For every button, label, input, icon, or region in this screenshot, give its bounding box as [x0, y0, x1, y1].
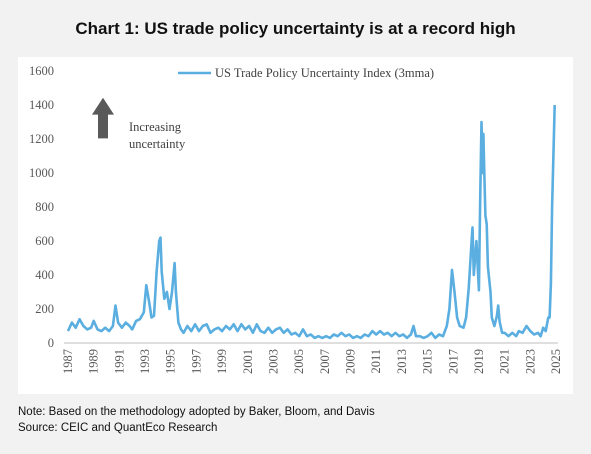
- y-tick-label: 400: [35, 268, 54, 282]
- y-tick-label: 1200: [29, 132, 54, 146]
- y-axis-ticks: 0 200 400 600 800 1000 1200 1400 1600: [29, 64, 54, 350]
- x-tick-label: 2025: [549, 349, 563, 374]
- x-tick-label: 2015: [421, 349, 435, 374]
- series-line: [66, 104, 556, 340]
- up-arrow-icon: [92, 97, 114, 139]
- y-tick-label: 1000: [29, 166, 54, 180]
- y-tick-label: 0: [48, 336, 54, 350]
- y-tick-label: 800: [35, 200, 54, 214]
- source-text: Source: CEIC and QuantEco Research: [18, 422, 218, 434]
- y-tick-label: 200: [35, 302, 54, 316]
- x-tick-label: 1991: [112, 349, 126, 374]
- x-tick-label: 2007: [318, 349, 332, 374]
- x-tick-label: 1997: [189, 349, 203, 374]
- legend: US Trade Policy Uncertainty Index (3mma): [178, 66, 434, 80]
- x-tick-label: 2005: [292, 349, 306, 374]
- chart-title: Chart 1: US trade policy uncertainty is …: [75, 19, 516, 38]
- notes: Note: Based on the methodology adopted b…: [18, 404, 375, 436]
- x-tick-label: 2001: [241, 349, 255, 374]
- annotation: Increasing uncertainty: [92, 97, 186, 151]
- x-tick-label: 2017: [446, 349, 460, 374]
- annotation-line-1: Increasing: [129, 120, 182, 134]
- x-tick-label: 1999: [215, 349, 229, 374]
- y-tick-label: 1600: [29, 64, 54, 78]
- x-tick-label: 2011: [369, 349, 383, 374]
- y-tick-label: 600: [35, 234, 54, 248]
- y-tick-label: 1400: [29, 98, 54, 112]
- legend-label: US Trade Policy Uncertainty Index (3mma): [215, 66, 434, 80]
- x-tick-label: 2003: [266, 349, 280, 374]
- x-tick-label: 1987: [61, 349, 75, 374]
- chart-area: 0 200 400 600 800 1000 1200 1400 1600 1987 1989 19…: [18, 57, 573, 394]
- annotation-line-2: uncertainty: [129, 137, 186, 151]
- x-tick-label: 1989: [87, 349, 101, 374]
- x-tick-label: 2009: [344, 349, 358, 374]
- x-tick-label: 1993: [138, 349, 152, 374]
- x-tick-label: 2019: [472, 349, 486, 374]
- x-tick-label: 2021: [498, 349, 512, 374]
- x-tick-label: 1995: [164, 349, 178, 374]
- x-tick-label: 2023: [523, 349, 537, 374]
- note-text: Note: Based on the methodology adopted b…: [18, 406, 375, 418]
- x-tick-label: 2013: [395, 349, 409, 374]
- x-axis-ticks: 1987 1989 1991 1993 1995 1997 1999 2001 2003 2005…: [61, 349, 563, 374]
